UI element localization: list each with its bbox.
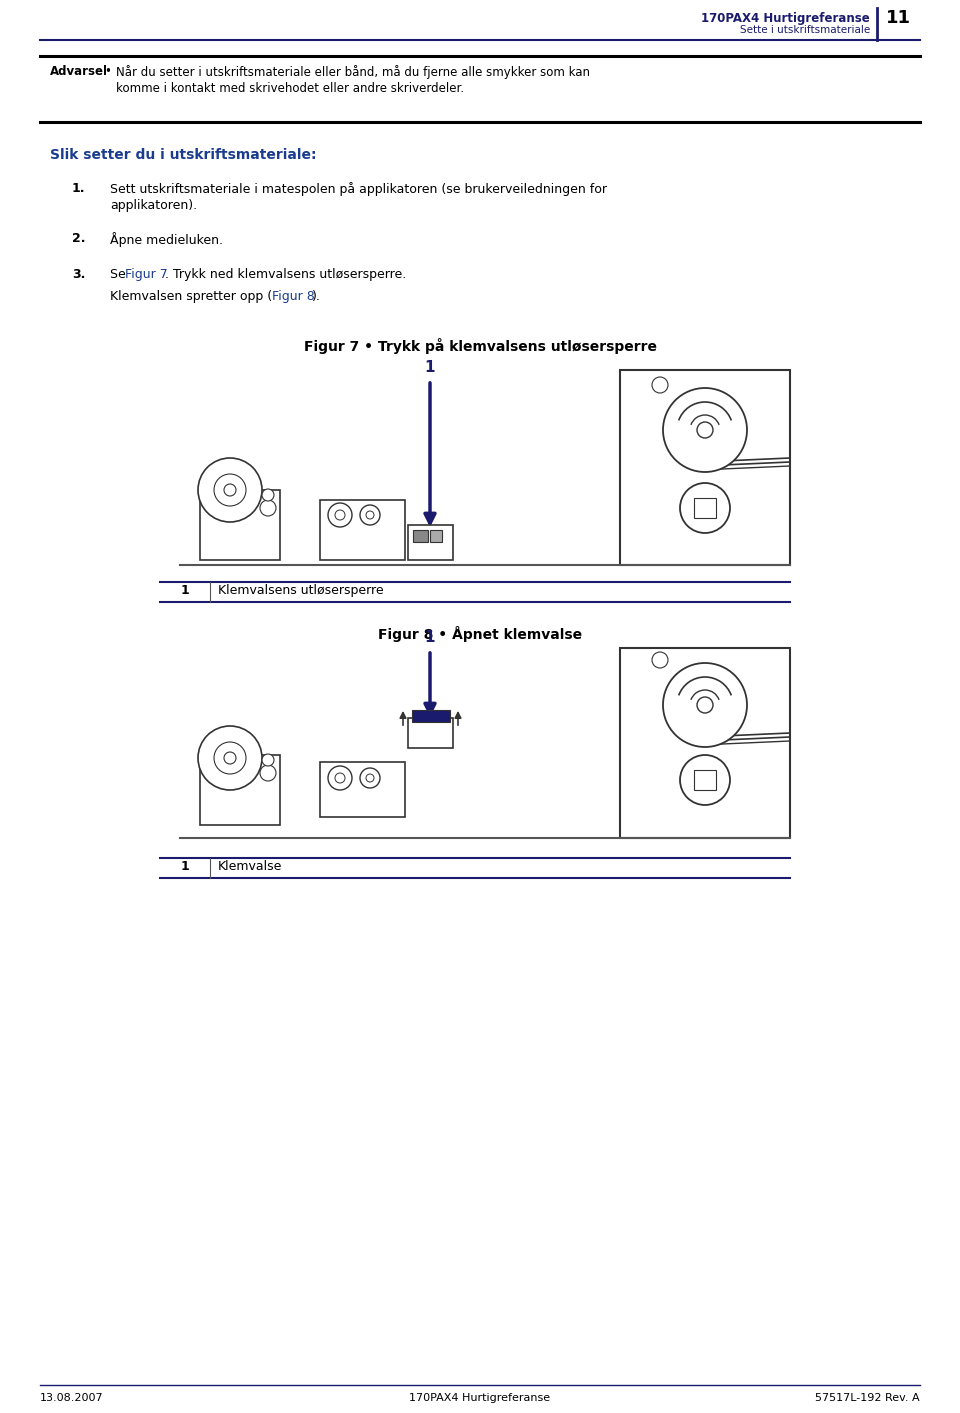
Text: Se: Se: [110, 268, 130, 281]
Text: Åpne medieluken.: Åpne medieluken.: [110, 232, 223, 247]
Text: 1: 1: [424, 630, 435, 644]
Circle shape: [198, 726, 262, 790]
Circle shape: [262, 755, 274, 766]
Text: Figur 8: Figur 8: [272, 290, 315, 302]
Text: 3.: 3.: [72, 268, 85, 281]
Bar: [620, 649, 790, 838]
Circle shape: [328, 766, 352, 790]
Text: 13.08.2007: 13.08.2007: [40, 1393, 104, 1403]
Bar: [408, 718, 453, 747]
Bar: [694, 770, 716, 790]
Text: 11: 11: [886, 8, 911, 27]
Text: Slik setter du i utskriftsmateriale:: Slik setter du i utskriftsmateriale:: [50, 148, 317, 162]
Text: •: •: [104, 65, 110, 78]
Circle shape: [214, 473, 246, 506]
Text: 170PAX4 Hurtigreferanse: 170PAX4 Hurtigreferanse: [701, 11, 870, 25]
Bar: [413, 530, 428, 543]
Bar: [430, 530, 442, 543]
Circle shape: [335, 773, 345, 783]
Bar: [620, 370, 790, 565]
Bar: [408, 526, 453, 560]
Circle shape: [260, 764, 276, 781]
Text: 1: 1: [180, 861, 189, 873]
Circle shape: [652, 651, 668, 668]
Circle shape: [663, 663, 747, 747]
Bar: [200, 755, 280, 825]
Circle shape: [260, 500, 276, 516]
Text: Klemvalsen spretter opp (: Klemvalsen spretter opp (: [110, 290, 272, 302]
Text: 170PAX4 Hurtigreferanse: 170PAX4 Hurtigreferanse: [409, 1393, 551, 1403]
Circle shape: [360, 769, 380, 788]
Circle shape: [697, 422, 713, 438]
Text: Klemvalse: Klemvalse: [218, 861, 282, 873]
Circle shape: [328, 503, 352, 527]
Text: . Trykk ned klemvalsens utløsersperre.: . Trykk ned klemvalsens utløsersperre.: [165, 268, 406, 281]
Bar: [200, 490, 280, 560]
Bar: [320, 762, 405, 817]
Text: Sette i utskriftsmateriale: Sette i utskriftsmateriale: [740, 25, 870, 35]
Text: 1: 1: [180, 584, 189, 598]
Text: Figur 7 • Trykk på klemvalsens utløsersperre: Figur 7 • Trykk på klemvalsens utløsersp…: [303, 338, 657, 355]
Text: Advarsel: Advarsel: [50, 65, 108, 78]
Circle shape: [366, 774, 374, 781]
Circle shape: [198, 458, 262, 521]
Bar: [412, 709, 450, 722]
Circle shape: [360, 504, 380, 526]
Text: 57517L-192 Rev. A: 57517L-192 Rev. A: [815, 1393, 920, 1403]
Text: Figur 7: Figur 7: [125, 268, 168, 281]
Text: ).: ).: [312, 290, 321, 302]
Text: 2.: 2.: [72, 232, 85, 244]
Circle shape: [652, 377, 668, 393]
Text: Når du setter i utskriftsmateriale eller bånd, må du fjerne alle smykker som kan: Når du setter i utskriftsmateriale eller…: [116, 65, 590, 79]
Text: 1.: 1.: [72, 182, 85, 195]
Circle shape: [680, 755, 730, 805]
Text: Klemvalsens utløsersperre: Klemvalsens utløsersperre: [218, 584, 384, 598]
Circle shape: [697, 697, 713, 714]
Text: Sett utskriftsmateriale i matespolen på applikatoren (se brukerveiledningen for: Sett utskriftsmateriale i matespolen på …: [110, 182, 607, 196]
Circle shape: [262, 489, 274, 502]
Text: Figur 8 • Åpnet klemvalse: Figur 8 • Åpnet klemvalse: [378, 626, 582, 642]
Circle shape: [335, 510, 345, 520]
Circle shape: [663, 389, 747, 472]
Circle shape: [680, 483, 730, 533]
Bar: [694, 497, 716, 519]
Circle shape: [224, 485, 236, 496]
Text: komme i kontakt med skrivehodet eller andre skriverdeler.: komme i kontakt med skrivehodet eller an…: [116, 82, 464, 95]
Bar: [320, 500, 405, 560]
Circle shape: [366, 512, 374, 519]
Text: 1: 1: [424, 360, 435, 374]
Circle shape: [214, 742, 246, 774]
Circle shape: [224, 752, 236, 764]
Text: applikatoren).: applikatoren).: [110, 199, 197, 212]
